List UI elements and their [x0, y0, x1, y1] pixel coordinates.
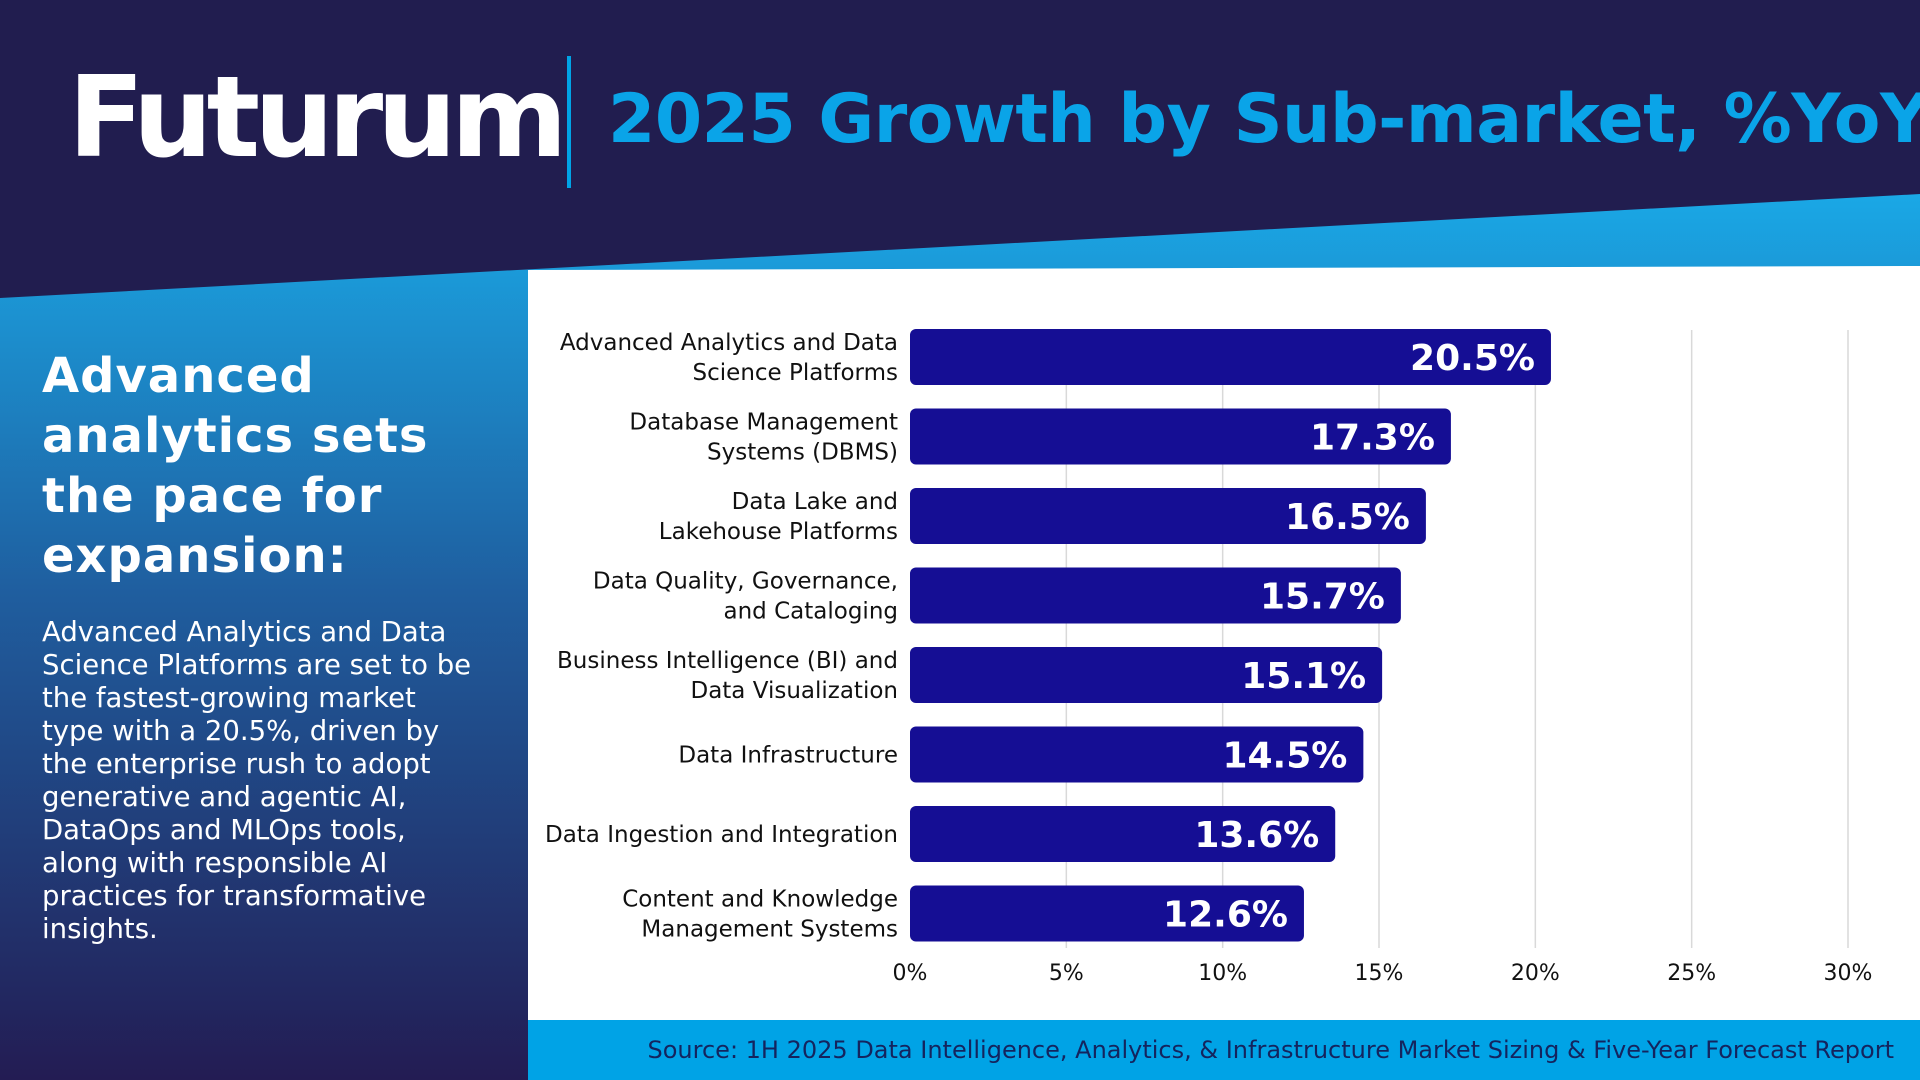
category-label: Advanced Analytics and Data Science Platf…	[560, 330, 898, 386]
chart-panel	[528, 266, 1920, 1020]
sidebar-heading: Advanced analytics sets the pace for exp…	[42, 348, 429, 584]
x-tick-label: 0%	[893, 961, 928, 986]
sidebar-body: Advanced Analytics and Data Science Plat…	[42, 616, 472, 945]
category-label: Business Intelligence (BI) and Data Visua…	[557, 648, 898, 704]
bar	[910, 885, 1304, 942]
bar	[910, 647, 1383, 703]
source-note: Source: 1H 2025 Data Intelligence, Analy…	[647, 1036, 1894, 1064]
bar	[910, 726, 1364, 783]
bar	[910, 408, 1451, 465]
page-title: 2025 Growth by Sub-market, %YoY	[608, 80, 1920, 159]
bar	[910, 329, 1551, 385]
source-bar	[528, 1020, 1920, 1080]
category-label: Data Ingestion and Integration	[545, 822, 898, 848]
bar-value-label: 12.6%	[1163, 895, 1288, 936]
category-label: Content and Knowledge Management Systems	[622, 887, 898, 943]
bar	[910, 567, 1401, 624]
header-divider	[567, 56, 571, 188]
x-tick-label: 15%	[1355, 961, 1404, 986]
x-tick-label: 10%	[1198, 961, 1247, 986]
category-label: Database Management Systems (DBMS)	[629, 410, 898, 466]
bar-value-label: 13.6%	[1194, 815, 1319, 856]
bar-value-label: 20.5%	[1410, 338, 1535, 379]
x-tick-label: 20%	[1511, 961, 1560, 986]
x-tick-label: 30%	[1824, 961, 1873, 986]
bar-value-label: 16.5%	[1285, 497, 1410, 538]
x-tick-label: 5%	[1049, 961, 1084, 986]
bar-value-label: 15.7%	[1260, 577, 1385, 618]
bar-value-label: 15.1%	[1241, 656, 1366, 697]
category-label: Data Quality, Governance, and Cataloging	[593, 569, 898, 625]
category-label: Data Lake and Lakehouse Platforms	[659, 489, 898, 545]
futurum-logo: Futurum	[68, 53, 568, 183]
bar-value-label: 17.3%	[1310, 418, 1435, 459]
bar	[910, 488, 1426, 544]
category-label: Data Infrastructure	[678, 743, 898, 769]
bar	[910, 806, 1336, 862]
bar-value-label: 14.5%	[1222, 736, 1347, 777]
x-tick-label: 25%	[1667, 961, 1716, 986]
